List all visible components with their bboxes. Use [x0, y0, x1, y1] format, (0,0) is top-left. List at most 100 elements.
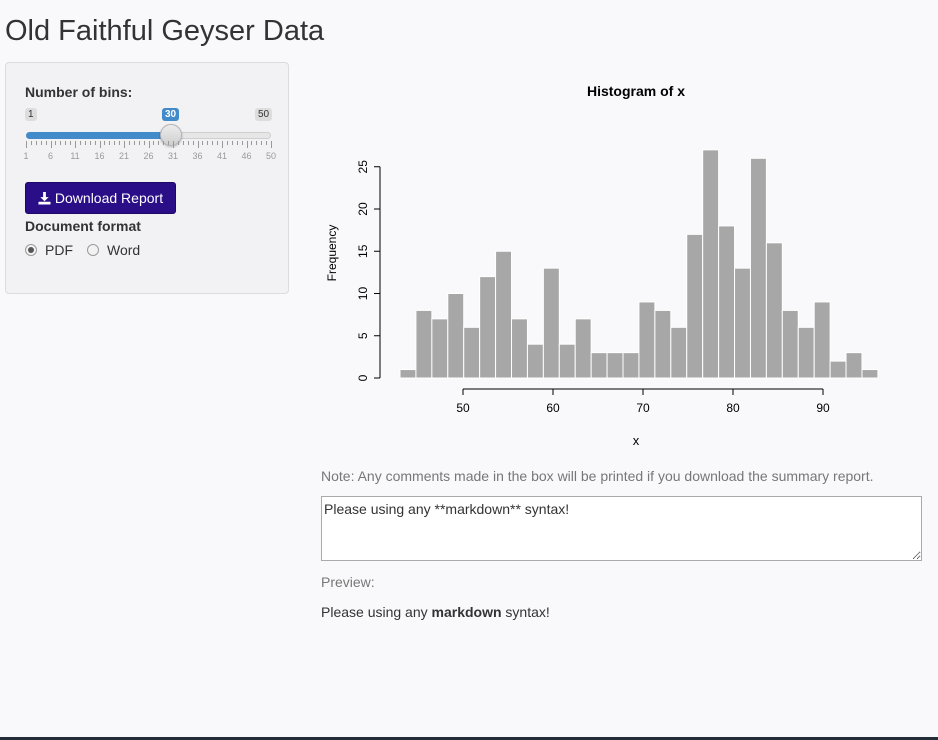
slider-max-label: 50: [255, 108, 273, 121]
chart-title: Histogram of x: [587, 83, 685, 99]
slider-tick-label: 16: [94, 151, 105, 161]
slider-minor-tick: [158, 141, 160, 145]
slider-minor-tick: [60, 141, 62, 145]
slider-minor-tick: [241, 141, 243, 145]
slider-tick: [26, 141, 27, 148]
histogram-bar: [734, 267, 751, 379]
histogram-bar: [797, 326, 815, 379]
slider-tick: [197, 141, 199, 148]
x-axis-label: x: [633, 433, 640, 448]
slider-minor-tick: [45, 141, 47, 145]
slider-tick-label: 6: [47, 151, 54, 161]
slider-minor-tick: [261, 141, 263, 145]
download-report-label: Download Report: [54, 190, 164, 206]
slider-tick-label: 1: [23, 151, 29, 161]
slider-tick: [148, 141, 150, 148]
slider-minor-tick: [94, 141, 96, 145]
preview-text-before: Please using any: [321, 604, 432, 620]
histogram-bar: [686, 233, 704, 379]
x-tick-label: 70: [636, 401, 650, 415]
histogram-bar: [447, 293, 465, 379]
sidebar-panel: Number of bins: 1 30 50 1 6 11 16 21 26 31 36 41…: [5, 62, 289, 294]
histogram-bar: [463, 326, 481, 379]
y-tick-label: 5: [356, 332, 370, 339]
histogram-bar: [670, 326, 688, 379]
bins-label: Number of bins:: [25, 84, 133, 100]
histogram-bar: [829, 360, 847, 379]
slider-minor-tick: [236, 141, 238, 145]
histogram-bar: [813, 301, 831, 379]
slider-minor-tick: [114, 141, 116, 145]
slider-tick: [271, 141, 272, 148]
slider-minor-tick: [109, 141, 111, 145]
comment-textarea[interactable]: [321, 496, 922, 561]
slider-tick: [222, 141, 223, 148]
x-tick-label: 50: [456, 401, 470, 415]
slider-minor-tick: [79, 141, 81, 145]
slider-minor-tick: [153, 141, 155, 145]
histogram-bar: [431, 318, 449, 379]
slider-minor-tick: [217, 141, 219, 145]
histogram-bar: [622, 352, 640, 379]
slider-minor-tick: [168, 141, 170, 145]
slider-minor-tick: [231, 141, 233, 145]
slider-minor-tick: [119, 141, 121, 145]
histogram-bar: [749, 157, 767, 379]
histogram-bar: [638, 301, 656, 379]
histogram-bar: [479, 276, 497, 379]
y-tick-label: 25: [356, 160, 370, 174]
slider-minor-tick: [35, 141, 37, 145]
slider-minor-tick: [207, 141, 209, 145]
radio-pdf[interactable]: PDF: [25, 242, 73, 258]
histogram-bar: [399, 369, 417, 379]
preview-text-bold: markdown: [431, 604, 502, 620]
document-format-label: Document format: [25, 218, 141, 234]
slider-minor-tick: [163, 141, 165, 145]
histogram-bar: [495, 250, 513, 379]
slider-ticks: 1 6 11 16 21 26 31 36 41 46 50: [23, 141, 276, 165]
x-tick-label: 60: [546, 401, 560, 415]
slider-minor-tick: [138, 141, 140, 145]
radio-pdf-label: PDF: [45, 242, 73, 258]
slider-minor-tick: [192, 141, 194, 145]
histogram-bar: [558, 343, 576, 379]
slider-tick: [173, 141, 174, 148]
slider-tick-label: 36: [192, 151, 203, 161]
histogram-bar: [861, 369, 879, 379]
slider-minor-tick: [84, 141, 86, 145]
slider-tick: [246, 141, 248, 148]
slider-minor-tick: [70, 141, 72, 145]
slider-minor-tick: [104, 141, 106, 145]
slider-tick-label: 21: [118, 151, 130, 161]
download-report-button[interactable]: Download Report: [25, 182, 176, 214]
slider-tick-label: 11: [70, 151, 80, 161]
histogram-chart: Histogram of x x Frequency 50 60 70 80 90 0 5 1…: [325, 83, 879, 448]
slider-minor-tick: [133, 141, 135, 145]
histogram-bar: [590, 352, 608, 379]
note-text: Note: Any comments made in the box will …: [321, 468, 874, 484]
slider-minor-tick: [177, 141, 179, 145]
histogram-bar: [702, 149, 720, 379]
slider-tick-label: 46: [241, 151, 252, 161]
y-tick-label: 15: [356, 244, 370, 258]
preview-text-after: syntax!: [501, 604, 550, 620]
radio-word-indicator[interactable]: [87, 244, 99, 256]
slider-min-label: 1: [25, 108, 37, 121]
histogram-bar: [526, 343, 544, 379]
slider-minor-tick: [128, 141, 130, 145]
slider-tick: [75, 141, 76, 148]
slider-minor-tick: [30, 141, 32, 145]
histogram-bar: [718, 225, 736, 379]
radio-pdf-indicator[interactable]: [25, 244, 37, 256]
slider-tick-label: 50: [265, 151, 277, 161]
histogram-bar: [542, 267, 560, 379]
radio-word[interactable]: Word: [87, 242, 140, 258]
slider-minor-tick: [55, 141, 57, 145]
slider-handle[interactable]: [160, 124, 182, 146]
slider-tick: [124, 141, 125, 148]
histogram-bar: [511, 318, 528, 379]
histogram-bar: [574, 318, 592, 379]
histogram-bar: [606, 352, 624, 379]
slider-tick: [50, 141, 52, 148]
slider-tick-label: 26: [143, 151, 154, 161]
